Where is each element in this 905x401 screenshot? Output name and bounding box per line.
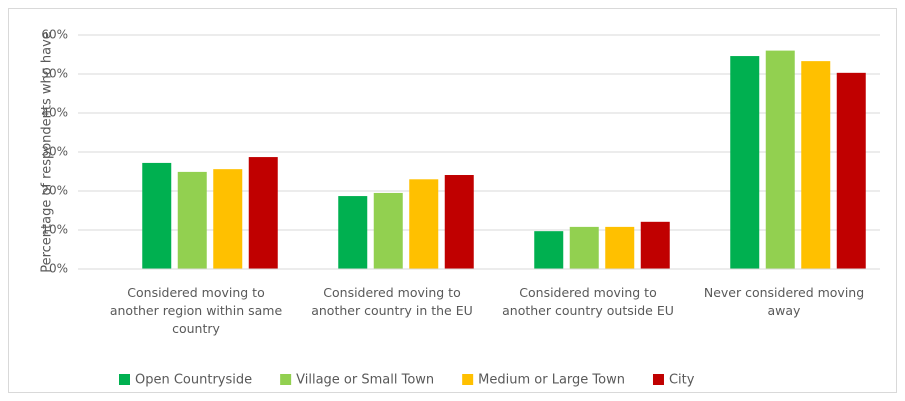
bar [730,56,760,270]
bar [640,221,670,269]
bar [444,175,474,269]
bar [836,72,866,269]
y-tick-label: 0% [49,262,68,276]
y-tick-label: 60% [41,28,68,42]
y-axis-title: Percentage of respondents who have [40,31,55,273]
legend-swatch [119,374,130,385]
x-tick-label: Considered moving to another country in … [311,285,473,318]
bar [177,171,207,269]
y-tick-label: 20% [41,184,68,198]
y-tick-label: 40% [41,106,68,120]
bar [213,169,243,269]
x-tick-label: Considered moving to another region with… [109,285,283,336]
legend-label: City [669,373,695,388]
chart-border [8,8,897,393]
x-tick-label: Considered moving to another country out… [502,285,674,318]
x-tick-label: Never considered moving away [703,285,865,318]
bar [248,157,278,269]
bar [338,196,368,269]
bar [569,226,599,269]
bar [605,226,635,269]
bar [373,192,403,269]
legend-swatch [280,374,292,385]
legend-label: Medium or Large Town [478,373,625,388]
y-tick-label: 50% [41,67,68,81]
legend-swatch [462,374,474,385]
legend-swatch [652,374,664,385]
y-tick-label: 10% [41,223,68,237]
y-tick-label: 30% [41,145,68,159]
bar [534,231,564,269]
legend-label: Open Countryside [135,373,252,388]
bar [801,61,831,269]
bar [409,179,439,269]
bar [765,50,795,269]
bar [142,162,172,269]
legend-label: Village or Small Town [296,373,434,388]
